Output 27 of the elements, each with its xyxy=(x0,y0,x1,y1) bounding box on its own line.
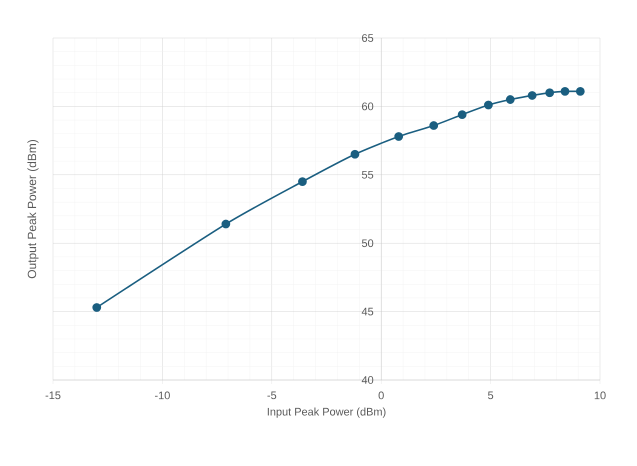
point xyxy=(545,88,554,98)
point xyxy=(429,121,438,130)
x-tick-label: -10 xyxy=(154,392,170,400)
x-tick-label: -15 xyxy=(46,392,60,400)
y-tick-label: 45 xyxy=(362,308,374,316)
y-tick-label: 60 xyxy=(362,102,374,110)
point xyxy=(298,177,307,186)
y-tick-label: 50 xyxy=(362,239,374,248)
point xyxy=(576,86,585,96)
point xyxy=(394,132,404,141)
point xyxy=(221,220,230,228)
point xyxy=(506,95,515,104)
y-tick-label: 55 xyxy=(362,170,374,179)
y-axis-title: Output Peak Power (dBm) xyxy=(27,140,39,278)
point xyxy=(92,303,102,312)
point xyxy=(458,110,467,119)
x-tick-label: 0 xyxy=(378,392,384,400)
point xyxy=(560,86,570,96)
x-tick-label: 10 xyxy=(594,392,606,400)
x-tick-label: 5 xyxy=(488,392,494,400)
x-tick-label: -5 xyxy=(267,392,276,400)
y-tick-label: 65 xyxy=(362,34,374,42)
x-axis-title: Input Peak Power (dBm) xyxy=(268,408,386,418)
y-tick-label: 40 xyxy=(362,376,374,384)
point xyxy=(528,91,537,100)
point xyxy=(350,150,360,159)
point xyxy=(484,100,493,110)
